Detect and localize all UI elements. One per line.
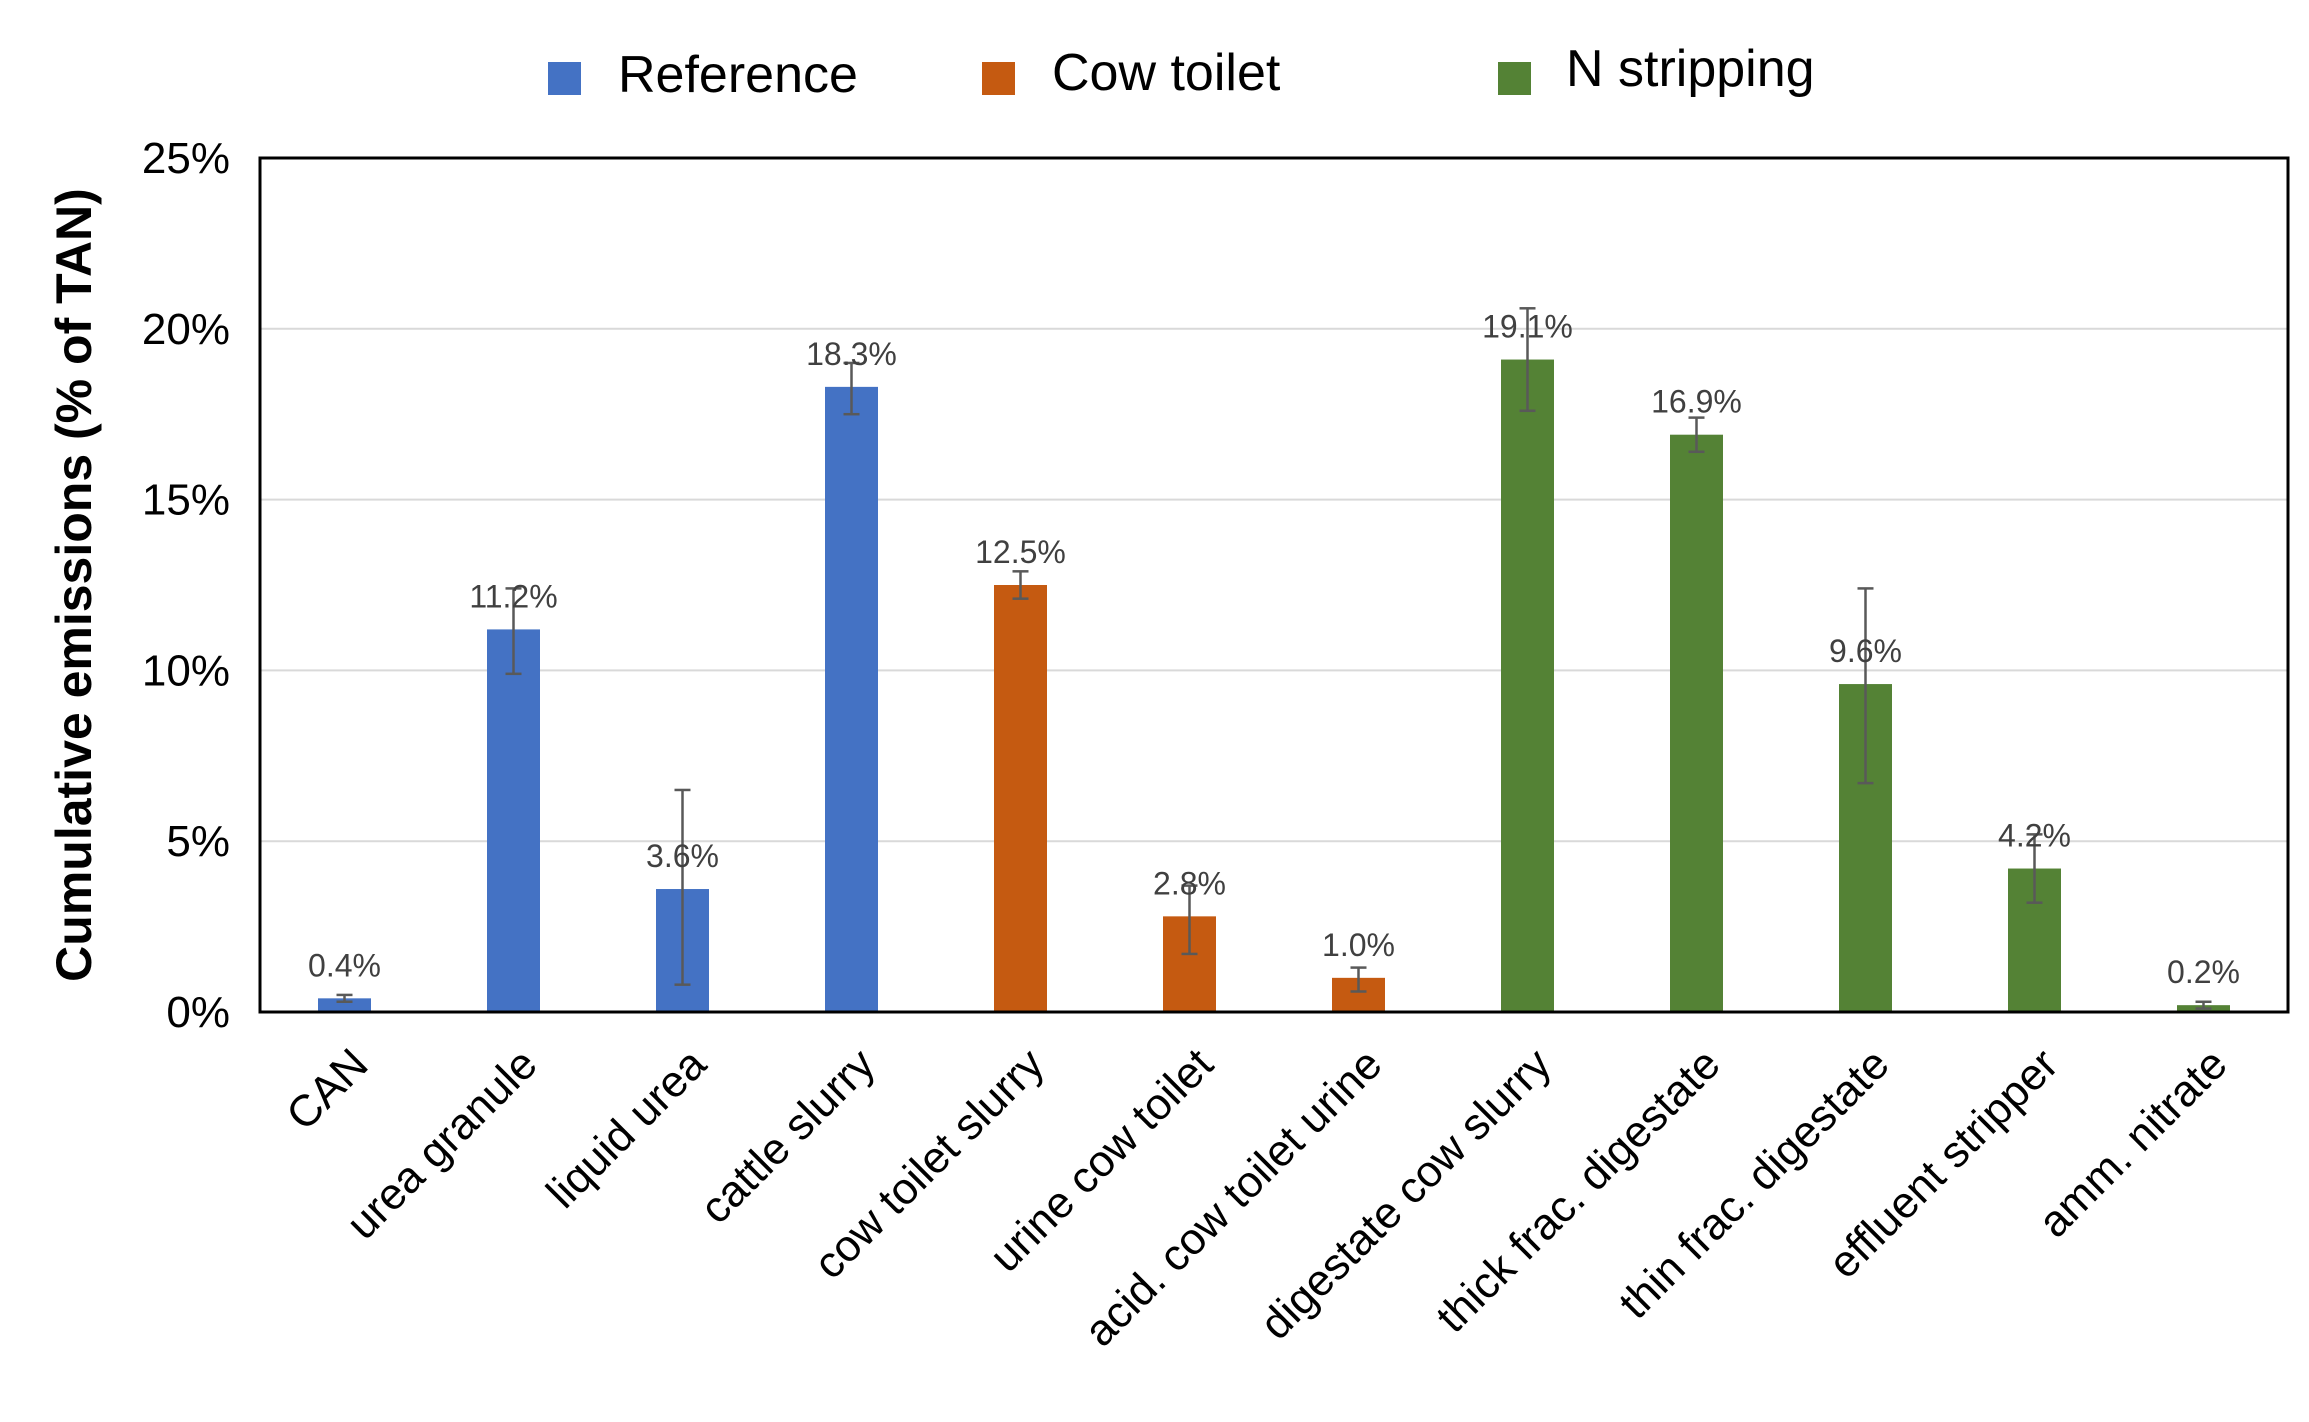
x-category-label: thick frac. digestate bbox=[1427, 1039, 1730, 1342]
x-category-label: digestate cow slurry bbox=[1251, 1039, 1561, 1349]
error-bar bbox=[1181, 884, 1198, 956]
legend-swatch bbox=[982, 62, 1015, 95]
data-label: 2.8% bbox=[1153, 865, 1226, 901]
error-bar bbox=[674, 788, 691, 986]
error-bar bbox=[2195, 1000, 2212, 1010]
gridlines bbox=[260, 327, 2288, 843]
bar bbox=[487, 629, 540, 1012]
legend-swatch bbox=[1498, 62, 1531, 95]
legend-item: Cow toilet bbox=[982, 44, 1281, 102]
legend-label: Reference bbox=[618, 46, 858, 104]
error-bar bbox=[1012, 570, 1029, 600]
error-bar bbox=[1519, 307, 1536, 413]
bar bbox=[1670, 434, 1723, 1012]
y-axis-label: Cumulative emissions (% of TAN) bbox=[46, 188, 102, 982]
legend: Reference Cow toilet N stripping bbox=[548, 40, 1815, 104]
bar bbox=[994, 585, 1047, 1012]
legend-label: N stripping bbox=[1566, 40, 1815, 98]
error-bar bbox=[1688, 416, 1705, 454]
legend-item: Reference bbox=[548, 46, 858, 104]
data-label: 9.6% bbox=[1829, 633, 1902, 669]
error-bar bbox=[1857, 587, 1874, 785]
y-tick-label: 15% bbox=[142, 476, 230, 525]
data-label: 12.5% bbox=[975, 534, 1066, 570]
error-bar bbox=[505, 587, 522, 676]
bar bbox=[318, 998, 371, 1012]
data-label: 18.3% bbox=[806, 336, 897, 372]
legend-label: Cow toilet bbox=[1052, 44, 1281, 102]
data-label: 0.2% bbox=[2167, 954, 2240, 990]
bars bbox=[318, 359, 2230, 1012]
bar bbox=[825, 386, 878, 1012]
data-label: 3.6% bbox=[646, 838, 719, 874]
data-label: 11.2% bbox=[469, 578, 557, 614]
legend-swatch bbox=[548, 62, 581, 95]
error-bars bbox=[336, 307, 2212, 1010]
x-category-label: CAN bbox=[277, 1039, 377, 1139]
plot-area-frame bbox=[258, 156, 2290, 1014]
data-label: 16.9% bbox=[1651, 384, 1742, 420]
y-tick-label: 25% bbox=[142, 134, 230, 183]
error-bar bbox=[1350, 966, 1367, 993]
legend-item: N stripping bbox=[1498, 40, 1815, 98]
y-axis-ticks: 0% 5% 10% 15% 20% 25% bbox=[142, 134, 230, 1037]
error-bar bbox=[336, 993, 353, 1004]
bar bbox=[1501, 359, 1554, 1012]
x-category-label: acid. cow toilet urine bbox=[1075, 1039, 1392, 1356]
data-labels: 0.4% 11.2% 3.6% 18.3% 12.5% 2.8% 1.0% 19.1% 16.9… bbox=[308, 309, 2240, 991]
data-label: 1.0% bbox=[1322, 927, 1395, 963]
x-category-label: liquid urea bbox=[537, 1039, 716, 1218]
y-tick-label: 5% bbox=[166, 817, 230, 866]
y-tick-label: 20% bbox=[142, 305, 230, 354]
y-tick-label: 0% bbox=[166, 988, 230, 1037]
error-bar bbox=[843, 361, 860, 416]
error-bar bbox=[2026, 833, 2043, 904]
data-label: 0.4% bbox=[308, 947, 381, 983]
data-label: 19.1% bbox=[1482, 309, 1573, 345]
y-tick-label: 10% bbox=[142, 646, 230, 695]
data-label: 4.2% bbox=[1998, 818, 2071, 854]
